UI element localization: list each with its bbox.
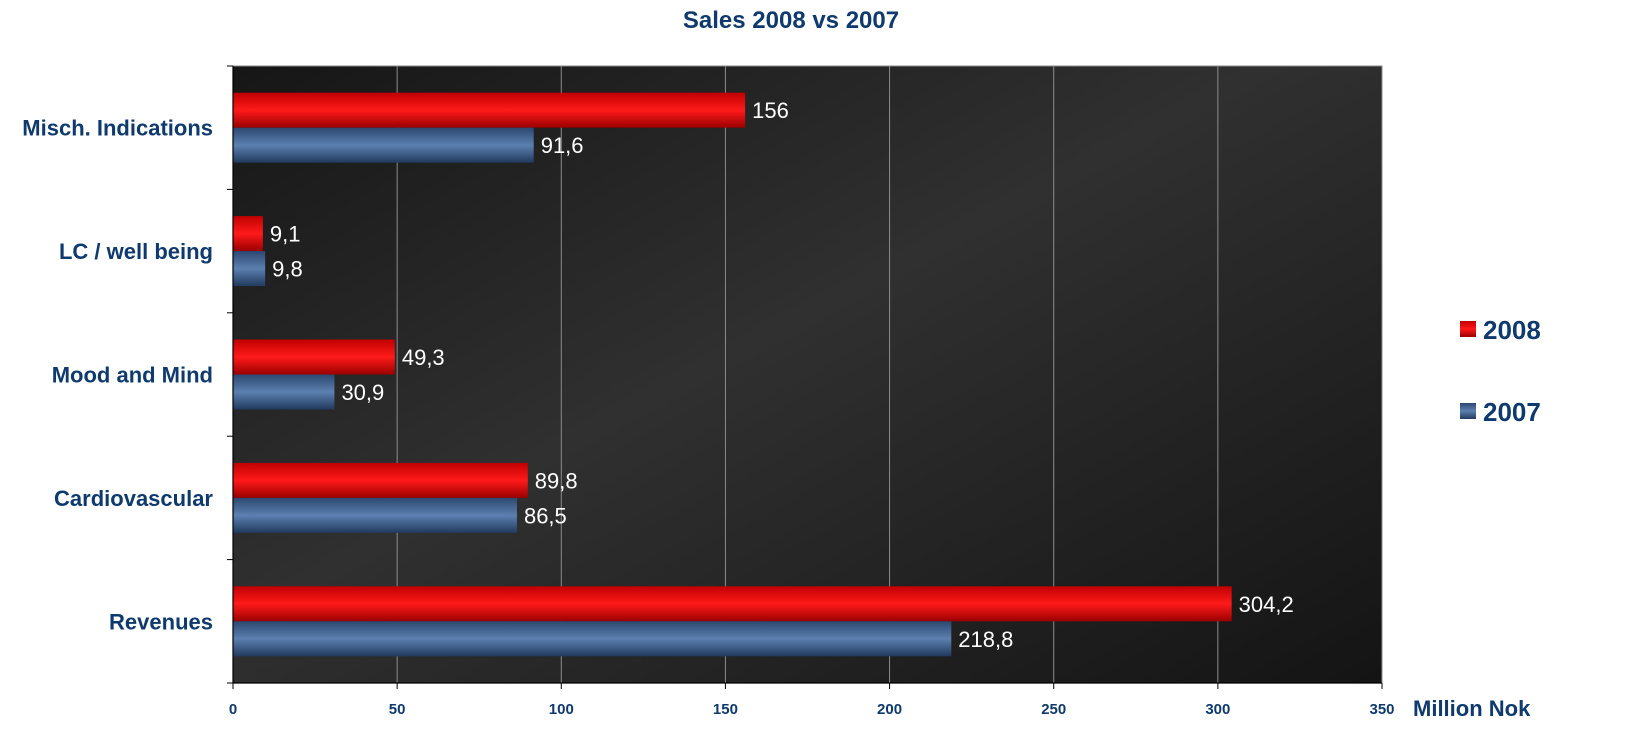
x-axis-unit-label: Million Nok	[1413, 696, 1531, 721]
bar-2008-1	[233, 216, 263, 252]
x-tick-label-0: 0	[229, 701, 237, 718]
x-tick-label-300: 300	[1205, 701, 1230, 718]
legend-label-2007: 2007	[1483, 397, 1541, 427]
legend-label-2008: 2008	[1483, 315, 1541, 345]
gridlines	[396, 66, 1383, 683]
legend-swatch-2008	[1460, 321, 1476, 337]
data-label-2008-3: 89,8	[535, 468, 578, 493]
data-label-2007-3: 86,5	[524, 503, 567, 528]
data-label-2007-1: 9,8	[272, 257, 303, 282]
legend: 2008 2007	[1460, 315, 1541, 427]
data-label-2008-4: 304,2	[1239, 592, 1294, 617]
x-tick-label-100: 100	[549, 701, 574, 718]
x-tick-label-50: 50	[389, 701, 406, 718]
data-label-2008-0: 156	[752, 98, 789, 123]
axes: 0 50 100 150 200 250 300 350 Misch. Indications L…	[22, 65, 1395, 718]
category-label: LC / well being	[59, 239, 213, 264]
data-labels: 156 91,6 9,1 9,8 49,3 30,9 89,8 86,5 304,2 218,8	[270, 98, 1294, 652]
x-tick-label-200: 200	[877, 701, 902, 718]
category-label: Revenues	[109, 609, 213, 634]
x-tick-label-250: 250	[1041, 701, 1066, 718]
data-label-2007-0: 91,6	[541, 133, 584, 158]
legend-swatch-2007	[1460, 403, 1476, 419]
bar-2008-2	[233, 339, 395, 375]
plot-area	[232, 65, 1383, 684]
category-label: Mood and Mind	[52, 363, 213, 388]
bar-2008-0	[233, 92, 746, 128]
data-label-2008-1: 9,1	[270, 222, 301, 247]
data-label-2007-4: 218,8	[958, 627, 1013, 652]
category-label: Cardiovascular	[54, 486, 213, 511]
x-tick-label-150: 150	[713, 701, 738, 718]
bar-2008-3	[233, 462, 528, 498]
bar-2007-2	[233, 374, 335, 410]
chart-title: Sales 2008 vs 2007	[683, 7, 899, 34]
x-tick-label-350: 350	[1369, 701, 1394, 718]
bar-2008-4	[233, 586, 1232, 622]
bars	[233, 92, 1232, 657]
bar-2007-4	[233, 621, 952, 657]
bar-2007-3	[233, 497, 517, 533]
category-label: Misch. Indications	[22, 116, 213, 141]
data-label-2007-2: 30,9	[341, 380, 384, 405]
bar-2007-1	[233, 251, 266, 287]
bar-2007-0	[233, 127, 534, 163]
data-label-2008-2: 49,3	[402, 345, 445, 370]
